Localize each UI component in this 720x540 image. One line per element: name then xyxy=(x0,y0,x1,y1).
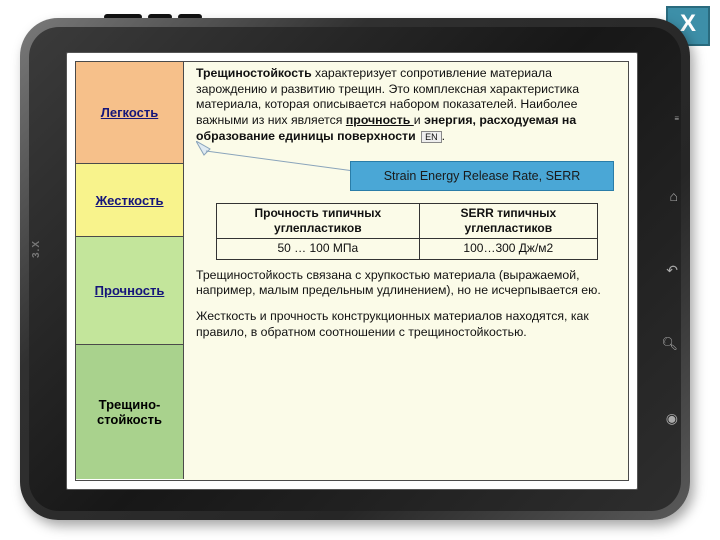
nav4-line2: стойкость xyxy=(97,412,162,427)
th-serr: SERR типичных углепластиков xyxy=(419,203,597,239)
screen: Легкость Жесткость Прочность Трещино- ст… xyxy=(66,52,638,490)
brand-label: 3.X xyxy=(31,240,42,258)
main-text: Трещиностойкость характеризует сопротивл… xyxy=(184,62,628,480)
lang-en-icon: EN xyxy=(421,131,442,143)
td-strength: 50 … 100 МПа xyxy=(217,239,420,259)
properties-table: Прочность типичных углепластиков SERR ти… xyxy=(216,203,598,260)
nav-strength[interactable]: Прочность xyxy=(76,237,184,345)
link-strength[interactable]: прочность xyxy=(346,113,414,127)
paragraph-1: Трещиностойкость характеризует сопротивл… xyxy=(196,66,618,145)
term-toughness: Трещиностойкость xyxy=(196,66,312,80)
serr-callout: Strain Energy Release Rate, SERR xyxy=(196,155,618,197)
menu-icon: ≡ xyxy=(674,114,678,123)
callout-leader-icon xyxy=(196,141,356,181)
nav4-line1: Трещино- xyxy=(99,397,161,412)
nav-lightness[interactable]: Легкость xyxy=(76,62,184,164)
content-panel: Легкость Жесткость Прочность Трещино- ст… xyxy=(75,61,629,481)
nav-fracture-toughness[interactable]: Трещино- стойкость xyxy=(76,345,184,479)
search-icon: 🔍︎ xyxy=(661,336,678,352)
paragraph-3: Жесткость и прочность конструкционных ма… xyxy=(196,309,618,340)
side-controls: ≡ ⌂ ↶ 🔍︎ ◉ xyxy=(646,18,690,520)
back-icon: ↶ xyxy=(666,262,678,279)
serr-label: Strain Energy Release Rate, SERR xyxy=(350,161,614,191)
tablet-frame: 3.X ≡ ⌂ ↶ 🔍︎ ◉ Легкость Жесткость Прочно… xyxy=(20,18,690,520)
nav-stiffness[interactable]: Жесткость xyxy=(76,164,184,237)
paragraph-2: Трещиностойкость связана с хрупкостью ма… xyxy=(196,268,618,299)
home-icon: ⌂ xyxy=(670,188,678,204)
td-serr: 100…300 Дж/м2 xyxy=(419,239,597,259)
th-strength: Прочность типичных углепластиков xyxy=(217,203,420,239)
dot-icon: ◉ xyxy=(666,410,678,427)
